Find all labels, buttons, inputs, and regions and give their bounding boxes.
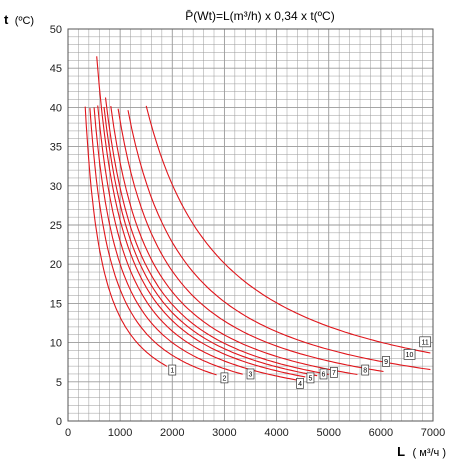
curve-label-9: 9: [384, 359, 388, 366]
y-tick-label: 40: [50, 102, 62, 114]
y-tick-label: 45: [50, 63, 62, 75]
curve-label-3: 3: [249, 371, 253, 378]
curve-label-box-8: [361, 364, 370, 376]
curve-4: [97, 105, 298, 381]
curve-10: [127, 110, 431, 371]
x-tick-label: 2000: [160, 427, 184, 439]
y-tick-label: 20: [50, 259, 62, 271]
x-tick-label: 3000: [212, 427, 236, 439]
curve-label-box-2: [220, 372, 229, 384]
y-tick-label: 30: [50, 181, 62, 193]
y-tick-label: 10: [50, 338, 62, 350]
curve-label-5: 5: [309, 375, 313, 382]
y-tick-label: 5: [56, 377, 62, 389]
y-tick-label: 15: [50, 298, 62, 310]
curve-label-box-4: [296, 378, 304, 389]
curve-label-10: 10: [406, 352, 414, 359]
curve-11: [145, 105, 431, 354]
x-axis-title: L ( м³/ч ): [397, 443, 446, 460]
curve-1: [84, 106, 168, 367]
tick-labels: 0 1000 2000 3000 4000 5000 6000 700005101520253…: [50, 24, 445, 439]
svg-text:t (ºC): t (ºC): [4, 11, 34, 28]
curve-label-1: 1: [170, 368, 174, 375]
curve-label-7: 7: [332, 370, 336, 377]
curve-8: [110, 106, 358, 376]
curve-label-box-5: [306, 372, 315, 384]
x-tick-label: 1000: [108, 427, 132, 439]
y-tick-label: 35: [50, 142, 62, 154]
curve-label-11: 11: [422, 339, 429, 346]
x-tick-label: 4000: [264, 427, 288, 439]
curve-label-6: 6: [322, 371, 326, 378]
curve-3: [93, 107, 243, 375]
x-tick-label: 5000: [316, 427, 340, 439]
x-axis-unit: ( м³/ч ): [413, 447, 446, 459]
curve-label-box-11: [419, 336, 432, 348]
curve-label-8: 8: [363, 368, 367, 375]
svg-text:L ( м³/ч ): L ( м³/ч ): [397, 443, 446, 460]
y-tick-label: 25: [50, 220, 62, 232]
curve-label-box-10: [403, 349, 416, 360]
curve-label-2: 2: [222, 375, 226, 382]
curve-6: [103, 106, 318, 377]
x-tick-label: 6000: [369, 427, 393, 439]
curves: [84, 56, 431, 381]
y-tick-label: 50: [50, 24, 62, 36]
plot-frame: [67, 28, 434, 422]
curve-label-box-7: [330, 367, 338, 378]
curve-2: [89, 108, 217, 376]
y-axis-unit: (ºC): [15, 15, 34, 27]
grid: [67, 28, 434, 422]
curve-label-box-6: [319, 368, 328, 380]
chart-title: P̄(Wt)=L(m³/h) x 0,34 x t(ºC): [185, 9, 334, 23]
y-axis-label: t: [4, 12, 9, 27]
y-axis-title: t (ºC): [4, 11, 34, 28]
x-tick-label: 0: [65, 427, 71, 439]
y-tick-label: 0: [56, 416, 62, 428]
curve-label-box-9: [382, 356, 390, 367]
x-tick-label: 7000: [421, 427, 445, 439]
curve-7: [104, 97, 329, 375]
x-axis-label: L: [397, 444, 405, 459]
curve-5: [96, 56, 306, 378]
curve-label-box-3: [246, 368, 255, 380]
curve-9: [117, 108, 384, 373]
curve-label-4: 4: [298, 381, 302, 388]
curve-label-box-1: [168, 364, 177, 376]
